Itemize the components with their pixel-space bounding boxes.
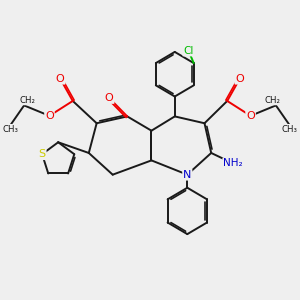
Text: O: O [56, 74, 64, 84]
Text: O: O [246, 111, 255, 121]
Text: CH₂: CH₂ [264, 96, 280, 105]
Text: S: S [39, 149, 46, 159]
Text: O: O [236, 74, 244, 84]
Text: CH₃: CH₃ [281, 125, 297, 134]
Text: N: N [183, 170, 191, 180]
Text: CH₂: CH₂ [20, 96, 36, 105]
Text: Cl: Cl [183, 46, 194, 56]
Text: CH₃: CH₃ [3, 125, 19, 134]
Text: O: O [45, 111, 54, 121]
Text: NH₂: NH₂ [223, 158, 243, 168]
Text: O: O [105, 93, 114, 103]
